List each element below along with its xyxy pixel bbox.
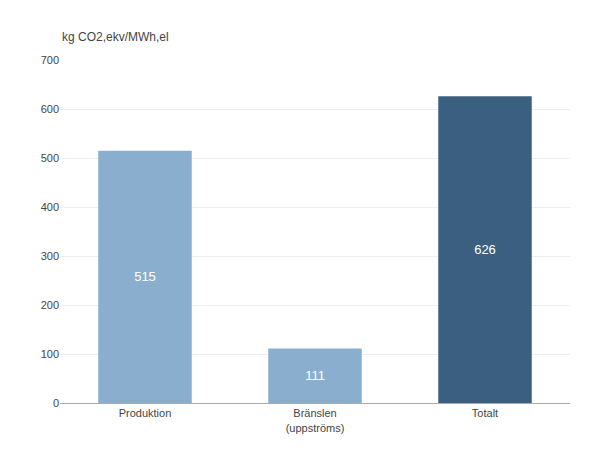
svg-text:700: 700 (41, 54, 59, 66)
svg-text:600: 600 (41, 103, 59, 115)
svg-text:Bränslen(uppströms): Bränslen(uppströms) (286, 407, 345, 433)
svg-text:300: 300 (41, 250, 59, 262)
svg-text:515: 515 (134, 269, 156, 284)
svg-text:Totalt: Totalt (472, 407, 498, 419)
svg-text:200: 200 (41, 299, 59, 311)
svg-text:626: 626 (474, 242, 496, 257)
svg-text:kg CO2,ekv/MWh,el: kg CO2,ekv/MWh,el (62, 30, 169, 44)
svg-text:0: 0 (53, 397, 59, 409)
svg-text:100: 100 (41, 348, 59, 360)
svg-text:111: 111 (305, 368, 325, 383)
svg-text:500: 500 (41, 152, 59, 164)
svg-text:400: 400 (41, 201, 59, 213)
svg-text:Produktion: Produktion (119, 407, 172, 419)
